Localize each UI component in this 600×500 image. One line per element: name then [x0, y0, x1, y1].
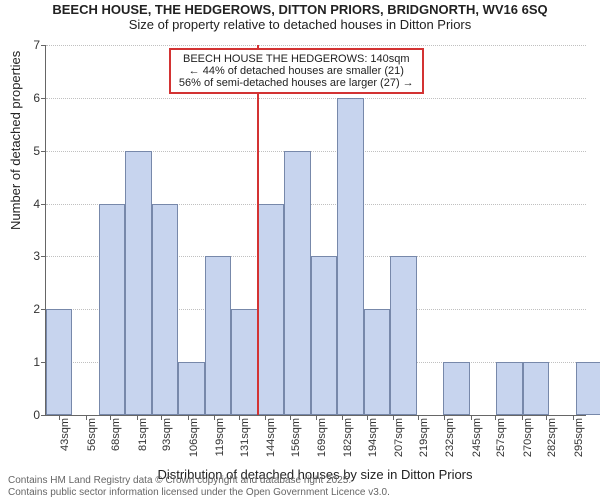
marker-line: [257, 45, 259, 415]
callout-line2: ← 44% of detached houses are smaller (21…: [179, 65, 414, 77]
footer-line2: Contains public sector information licen…: [8, 487, 390, 499]
histogram-bar: [231, 309, 257, 415]
chart-titles: BEECH HOUSE, THE HEDGEROWS, DITTON PRIOR…: [0, 2, 600, 32]
histogram-bar: [576, 362, 600, 415]
marker-callout: BEECH HOUSE THE HEDGEROWS: 140sqm ← 44% …: [169, 48, 424, 94]
histogram-bar: [284, 151, 310, 415]
histogram-bar: [364, 309, 390, 415]
histogram-bar: [125, 151, 151, 415]
chart-title-line2: Size of property relative to detached ho…: [0, 17, 600, 32]
ytick-label: 4: [20, 197, 46, 211]
chart-footer: Contains HM Land Registry data © Crown c…: [8, 475, 390, 498]
chart-title-line1: BEECH HOUSE, THE HEDGEROWS, DITTON PRIOR…: [0, 2, 600, 17]
histogram-bar: [390, 256, 416, 415]
histogram-bar: [337, 98, 363, 415]
histogram-bar: [496, 362, 522, 415]
gridline: [46, 45, 586, 46]
callout-line3: 56% of semi-detached houses are larger (…: [179, 77, 414, 89]
histogram-bar: [443, 362, 469, 415]
ytick-label: 5: [20, 144, 46, 158]
gridline: [46, 98, 586, 99]
histogram-bar: [99, 204, 125, 415]
histogram-bar: [311, 256, 337, 415]
histogram-bar: [258, 204, 284, 415]
histogram-bar: [205, 256, 231, 415]
ytick-label: 1: [20, 355, 46, 369]
ytick-label: 7: [20, 38, 46, 52]
histogram-bar: [523, 362, 549, 415]
ytick-label: 0: [20, 408, 46, 422]
ytick-label: 3: [20, 249, 46, 263]
plot-area: 0123456743sqm56sqm68sqm81sqm93sqm106sqm1…: [45, 45, 586, 416]
ytick-label: 2: [20, 302, 46, 316]
ytick-label: 6: [20, 91, 46, 105]
chart-root: BEECH HOUSE, THE HEDGEROWS, DITTON PRIOR…: [0, 0, 600, 500]
footer-line1: Contains HM Land Registry data © Crown c…: [8, 475, 390, 487]
histogram-bar: [178, 362, 204, 415]
histogram-bar: [46, 309, 72, 415]
histogram-bar: [152, 204, 178, 415]
callout-line1: BEECH HOUSE THE HEDGEROWS: 140sqm: [179, 53, 414, 65]
